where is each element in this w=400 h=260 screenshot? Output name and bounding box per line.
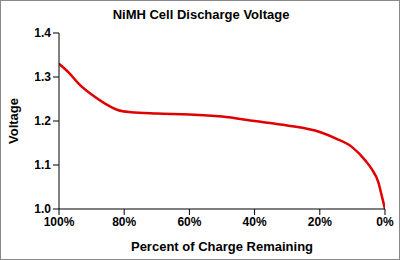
svg-text:1.1: 1.1 (34, 158, 51, 172)
svg-text:80%: 80% (112, 215, 136, 229)
svg-text:Voltage: Voltage (8, 98, 21, 144)
svg-text:0%: 0% (376, 215, 392, 229)
html-text:NiMH Cell Discharge Voltage: NiMH Cell Discharge Voltage (112, 7, 290, 22)
svg-text:1.3: 1.3 (34, 70, 51, 84)
svg-text:60%: 60% (177, 215, 201, 229)
svg-text:1.4: 1.4 (34, 26, 51, 40)
svg-text:100%: 100% (44, 215, 75, 229)
svg-text:20%: 20% (308, 215, 332, 229)
svg-text:40%: 40% (243, 215, 267, 229)
svg-text:1.0: 1.0 (34, 202, 51, 216)
svg-text:1.2: 1.2 (34, 114, 51, 128)
svg-text:Percent of Charge Remaining: Percent of Charge Remaining (131, 239, 313, 254)
